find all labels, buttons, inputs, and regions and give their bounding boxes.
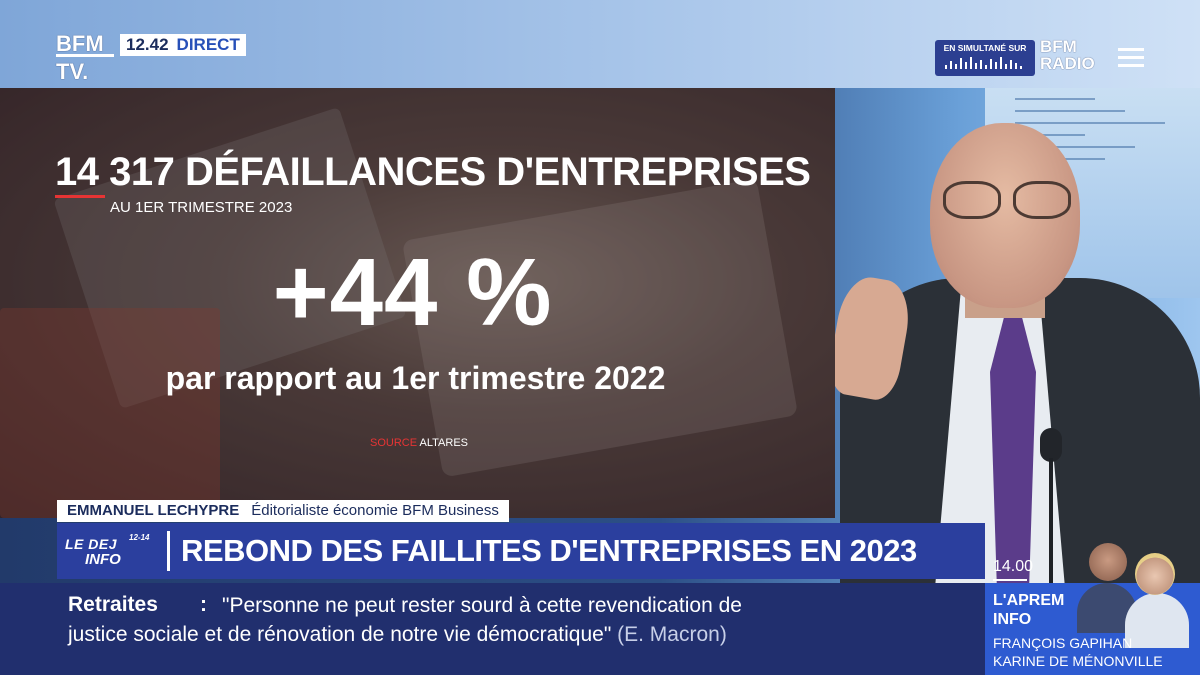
red-accent-line: [55, 195, 105, 198]
infographic-subtitle: AU 1ER TRIMESTRE 2023: [110, 199, 293, 216]
audio-wave-icon: [945, 57, 1025, 69]
bfmtv-logo-line2: TV.: [56, 59, 89, 84]
next-show-host1: FRANÇOIS GAPIHAN: [993, 635, 1133, 651]
clock-time: 12.42: [126, 35, 169, 54]
next-show-time-underline: [993, 579, 1027, 581]
next-show-title-line2: INFO: [993, 611, 1032, 628]
host2-avatar: [1135, 553, 1175, 595]
next-show-time-value: 14.00: [993, 558, 1034, 575]
bfmtv-logo-line1: BFM: [56, 31, 104, 56]
bfmtv-logo: BFM TV.: [56, 32, 114, 84]
ticker-colon: :: [200, 593, 207, 616]
speaker-glasses: [935, 181, 1075, 219]
clock-live-badge: 12.42 DIRECT: [120, 34, 246, 56]
show-logo-line2: INFO: [85, 551, 121, 568]
infographic-source: SOURCE ALTARES: [370, 437, 468, 449]
hamburger-menu-icon[interactable]: [1118, 48, 1144, 68]
show-logo: LE DEJ 12-14 INFO: [57, 523, 161, 579]
headline-banner: LE DEJ 12-14 INFO REBOND DES FAILLITES D…: [57, 523, 985, 579]
news-ticker: Retraites : "Personne ne peut rester sou…: [0, 583, 985, 675]
speaker-role: Éditorialiste économie BFM Business: [251, 502, 499, 519]
show-logo-hours: 12-14: [129, 533, 150, 542]
speaker-caption: EMMANUEL LECHYPRE Éditorialiste économie…: [57, 500, 509, 522]
ticker-label: Retraites: [68, 593, 158, 616]
ticker-quote-line2-text: justice sociale et de rénovation de notr…: [68, 623, 612, 646]
next-show-time: 14.00: [985, 551, 1035, 583]
show-logo-line1: LE DEJ: [65, 536, 118, 552]
ticker-quote-line1: "Personne ne peut rester sourd à cette r…: [222, 594, 742, 617]
infographic-title: 14 317 DÉFAILLANCES D'ENTREPRISES: [55, 150, 811, 194]
next-show-title-line1: L'APREM: [993, 592, 1065, 609]
ticker-attribution: (E. Macron): [617, 623, 727, 646]
host1-avatar: [1089, 543, 1127, 581]
infographic-panel: 14 317 DÉFAILLANCES D'ENTREPRISES AU 1ER…: [0, 88, 835, 518]
headline-text: REBOND DES FAILLITES D'ENTREPRISES EN 20…: [181, 533, 917, 568]
background-shade: [0, 88, 835, 518]
source-value: ALTARES: [419, 437, 469, 449]
ticker-quote-line2: justice sociale et de rénovation de notr…: [68, 623, 727, 647]
bfmradio-logo-line2: RADIO: [1040, 54, 1095, 73]
next-show-box: L'APREM INFO FRANÇOIS GAPIHAN KARINE DE …: [985, 543, 1200, 675]
host2-body: [1125, 593, 1189, 648]
bfmradio-logo: BFM RADIO: [1040, 38, 1095, 72]
background-red-shape: [0, 308, 220, 518]
source-label: SOURCE: [370, 437, 418, 449]
infographic-comparison: par rapport au 1er trimestre 2022: [165, 360, 666, 396]
infographic-big-figure: +44 %: [272, 239, 553, 346]
speaker-tie: [990, 318, 1036, 583]
speaker-video: [835, 88, 1200, 583]
next-show-host2: KARINE DE MÉNONVILLE: [993, 653, 1163, 669]
live-label: DIRECT: [176, 35, 240, 54]
bfmtv-logo-separator: [56, 54, 114, 57]
bfmradio-logo-line1: BFM: [1040, 37, 1077, 56]
microphone-icon: [1040, 428, 1062, 462]
headline-divider: [167, 531, 170, 571]
simulcast-label: EN SIMULTANÉ SUR: [943, 43, 1027, 53]
next-show-title: L'APREM INFO: [993, 591, 1064, 629]
microphone-stem: [1049, 458, 1053, 583]
simulcast-badge[interactable]: EN SIMULTANÉ SUR: [935, 40, 1035, 76]
speaker-name: EMMANUEL LECHYPRE: [67, 502, 240, 519]
